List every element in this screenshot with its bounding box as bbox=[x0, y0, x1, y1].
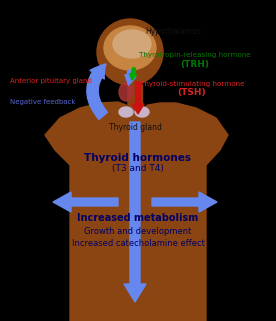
Text: Thyroid gland: Thyroid gland bbox=[108, 124, 161, 133]
Text: Hypothalamus: Hypothalamus bbox=[145, 28, 201, 37]
Text: Growth and development: Growth and development bbox=[84, 228, 192, 237]
Ellipse shape bbox=[135, 107, 149, 117]
FancyArrow shape bbox=[124, 122, 146, 302]
Text: (T3 and T4): (T3 and T4) bbox=[112, 164, 164, 173]
FancyArrow shape bbox=[129, 68, 136, 80]
FancyArrowPatch shape bbox=[87, 64, 107, 119]
FancyArrow shape bbox=[152, 192, 217, 212]
Text: Thyroid hormones: Thyroid hormones bbox=[84, 153, 192, 163]
Text: (TRH): (TRH) bbox=[181, 59, 209, 68]
Text: Anterior pituitary gland: Anterior pituitary gland bbox=[10, 78, 92, 84]
Text: Thyroid-stimulating hormone: Thyroid-stimulating hormone bbox=[140, 81, 244, 87]
Text: Increased catecholamine effect: Increased catecholamine effect bbox=[71, 239, 205, 248]
Text: (TSH): (TSH) bbox=[178, 89, 206, 98]
Ellipse shape bbox=[104, 26, 156, 70]
Polygon shape bbox=[45, 85, 228, 321]
Ellipse shape bbox=[119, 107, 133, 117]
Text: Increased metabolism: Increased metabolism bbox=[77, 213, 199, 223]
Polygon shape bbox=[128, 85, 142, 108]
Text: Negative feedback: Negative feedback bbox=[10, 99, 76, 105]
Text: Thyrotropin-releasing hormone: Thyrotropin-releasing hormone bbox=[139, 52, 251, 58]
FancyArrow shape bbox=[132, 82, 144, 114]
Ellipse shape bbox=[113, 30, 151, 58]
Ellipse shape bbox=[119, 83, 133, 101]
FancyArrowPatch shape bbox=[125, 70, 136, 85]
Circle shape bbox=[97, 19, 163, 85]
FancyArrow shape bbox=[53, 192, 118, 212]
